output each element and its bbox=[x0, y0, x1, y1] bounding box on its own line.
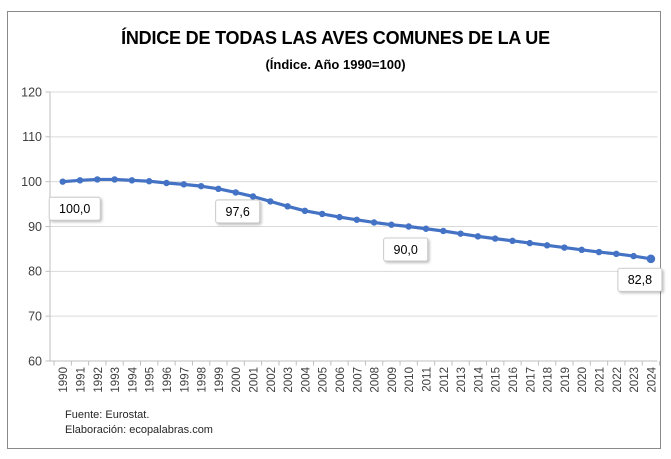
x-axis-tick-label: 2006 bbox=[335, 367, 347, 393]
x-axis-tick-label: 2004 bbox=[300, 366, 312, 392]
data-point-marker bbox=[267, 198, 274, 205]
data-point-marker bbox=[197, 182, 205, 190]
data-point-marker bbox=[613, 250, 620, 258]
data-label-value: 97,6 bbox=[226, 205, 250, 219]
data-label-box bbox=[617, 267, 663, 292]
x-axis-tick-label: 2005 bbox=[318, 367, 330, 393]
data-point-marker bbox=[370, 219, 378, 226]
data-label-callout: 100,0 bbox=[48, 196, 101, 221]
data-point-marker bbox=[76, 177, 84, 184]
data-point-marker bbox=[59, 178, 66, 185]
data-point-marker bbox=[232, 189, 239, 196]
data-point-marker bbox=[146, 178, 153, 185]
x-axis-tick-label: 2001 bbox=[249, 367, 261, 393]
data-label-box bbox=[383, 237, 429, 262]
data-label-callout: 90,0 bbox=[383, 237, 429, 262]
x-axis-tick-label: 1992 bbox=[93, 367, 105, 393]
data-point-marker bbox=[301, 207, 309, 215]
y-axis-tick-label: 100 bbox=[21, 175, 42, 189]
source-line: Fuente: Eurostat. bbox=[65, 409, 150, 421]
source-note: Fuente: Eurostat. Elaboración: ecopalabr… bbox=[65, 408, 213, 437]
data-point-marker bbox=[215, 185, 222, 193]
data-point-marker bbox=[180, 181, 187, 188]
data-point-marker bbox=[249, 193, 257, 200]
x-axis-tick-label: 1995 bbox=[145, 367, 157, 393]
data-point-marker bbox=[630, 252, 637, 260]
chart-title: ÍNDICE DE TODAS LAS AVES COMUNES DE LA U… bbox=[121, 28, 550, 48]
data-point-marker bbox=[111, 176, 118, 183]
data-point-marker bbox=[128, 177, 136, 184]
x-axis-tick-label: 2023 bbox=[629, 367, 641, 393]
data-point-marker bbox=[405, 223, 412, 230]
data-label-value: 82,8 bbox=[628, 273, 652, 287]
data-point-marker bbox=[353, 216, 360, 223]
x-axis-tick-label: 2018 bbox=[543, 367, 555, 393]
elaboration-line: Elaboración: ecopalabras.com bbox=[65, 423, 213, 436]
data-point-marker bbox=[422, 225, 430, 232]
x-axis-tick-label: 2016 bbox=[508, 367, 520, 393]
x-axis-tick-label: 1991 bbox=[76, 367, 88, 393]
y-axis-tick-label: 110 bbox=[22, 130, 42, 144]
data-point-marker bbox=[336, 213, 343, 221]
data-point-marker bbox=[388, 221, 395, 228]
data-label-callout: 82,8 bbox=[617, 267, 663, 292]
x-axis-tick-label: 2011 bbox=[422, 367, 434, 392]
data-label-value: 90,0 bbox=[394, 243, 418, 257]
x-axis-tick-label: 1999 bbox=[214, 367, 226, 393]
x-axis-tick-label: 1993 bbox=[110, 367, 122, 393]
x-axis-tick-label: 2020 bbox=[577, 367, 589, 393]
x-axis-tick-label: 2015 bbox=[491, 367, 503, 393]
data-label-value: 100,0 bbox=[59, 202, 90, 216]
data-point-marker bbox=[561, 244, 568, 251]
data-point-marker bbox=[163, 179, 170, 187]
data-point-marker bbox=[492, 235, 499, 242]
data-point-marker bbox=[440, 227, 447, 235]
y-axis-tick-label: 90 bbox=[28, 220, 42, 234]
x-axis-tick-label: 2008 bbox=[370, 367, 382, 393]
x-axis-tick-label: 2007 bbox=[352, 367, 364, 393]
x-axis-tick-label: 2000 bbox=[231, 367, 243, 393]
data-point-marker bbox=[543, 242, 551, 249]
data-label-callout: 97,6 bbox=[215, 199, 261, 224]
x-axis-tick-label: 2019 bbox=[560, 367, 572, 393]
x-axis-tick-label: 1998 bbox=[197, 367, 209, 393]
data-point-marker bbox=[509, 237, 516, 245]
x-axis-tick-label: 1994 bbox=[127, 366, 139, 392]
data-point-marker bbox=[526, 239, 533, 247]
x-axis-tick-label: 2010 bbox=[404, 367, 416, 393]
x-axis-tick-label: 2024 bbox=[646, 366, 658, 392]
x-axis-tick-label: 2002 bbox=[266, 367, 278, 393]
x-axis-tick-label: 2022 bbox=[612, 367, 624, 393]
x-axis-tick-label: 1997 bbox=[179, 367, 191, 393]
data-point-marker bbox=[646, 254, 656, 264]
x-axis-tick-label: 2017 bbox=[525, 367, 537, 393]
data-label-box bbox=[215, 199, 261, 224]
x-axis-tick-label: 2009 bbox=[387, 367, 399, 393]
data-point-marker bbox=[474, 233, 482, 240]
data-point-marker bbox=[595, 248, 603, 256]
x-axis-tick-label: 1990 bbox=[58, 367, 70, 393]
y-axis-tick-label: 60 bbox=[28, 354, 42, 368]
y-axis-tick-label: 70 bbox=[28, 310, 42, 324]
x-axis-tick-label: 2021 bbox=[595, 367, 607, 393]
data-point-marker bbox=[578, 246, 585, 254]
data-point-marker bbox=[94, 176, 101, 183]
x-axis-tick-label: 2003 bbox=[283, 367, 295, 393]
y-axis-tick-label: 80 bbox=[28, 265, 42, 279]
x-axis-tick-label: 1996 bbox=[162, 367, 174, 393]
data-point-marker bbox=[319, 210, 326, 218]
x-axis-tick-label: 2013 bbox=[456, 367, 468, 393]
x-axis-tick-label: 2012 bbox=[439, 367, 451, 393]
data-point-marker bbox=[284, 203, 291, 210]
chart-subtitle: (Índice. Año 1990=100) bbox=[265, 57, 406, 72]
x-axis-tick-label: 2014 bbox=[473, 366, 485, 392]
data-point-marker bbox=[457, 230, 464, 237]
data-label-box bbox=[48, 196, 101, 221]
y-axis-tick-label: 120 bbox=[21, 85, 42, 99]
